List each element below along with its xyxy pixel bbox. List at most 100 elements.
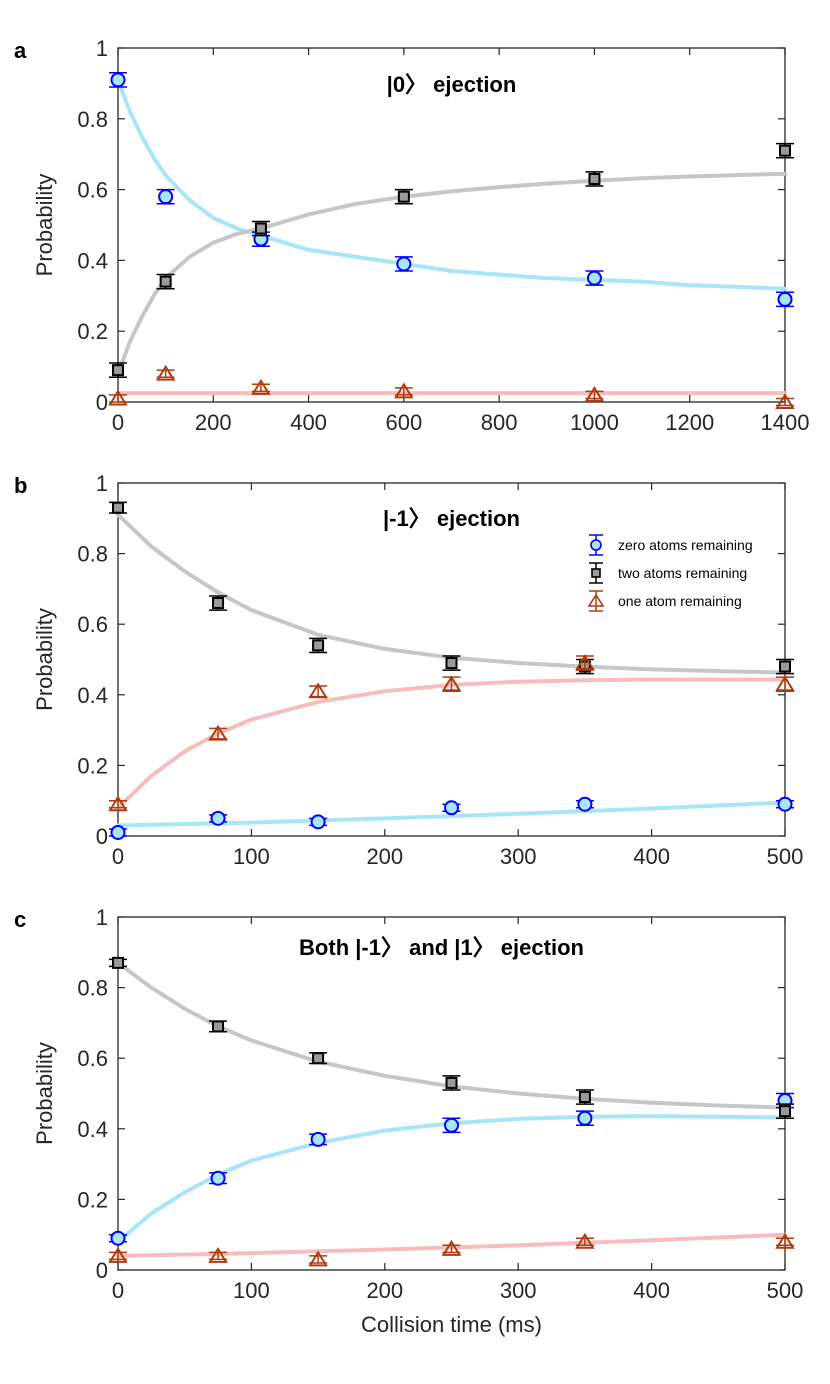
data-point bbox=[310, 1131, 326, 1147]
data-point bbox=[775, 393, 795, 409]
data-point bbox=[441, 675, 462, 692]
x-tick-label: 200 bbox=[366, 844, 403, 869]
y-tick-label: 0.2 bbox=[77, 753, 108, 778]
x-tick-label: 400 bbox=[290, 410, 327, 435]
data-point bbox=[577, 1110, 593, 1126]
x-tick-label: 800 bbox=[481, 410, 518, 435]
panel-c: 0 100 200 300 400 500 0 0.2 0.4 0.6 0.8 1 Probabilit… bbox=[14, 905, 803, 1337]
y-tick-label: 0 bbox=[96, 1258, 108, 1283]
fit-curve bbox=[116, 677, 787, 810]
data-point bbox=[779, 660, 791, 673]
fit-curve bbox=[116, 512, 787, 675]
x-tick-label: 400 bbox=[633, 1278, 670, 1303]
data-point bbox=[208, 724, 228, 741]
data-point bbox=[775, 675, 795, 692]
data-point bbox=[155, 364, 176, 381]
fit-curve bbox=[116, 960, 787, 1110]
data-point bbox=[159, 275, 172, 288]
y-tick-label: 0 bbox=[96, 390, 108, 415]
x-tick-label: 1400 bbox=[761, 410, 810, 435]
x-tick-label: 0 bbox=[112, 410, 124, 435]
y-axis-label: Probability bbox=[32, 1042, 57, 1145]
data-point bbox=[210, 810, 226, 826]
data-point bbox=[779, 144, 791, 157]
y-tick-label: 0.8 bbox=[77, 542, 108, 567]
data-point bbox=[575, 654, 595, 671]
data-point bbox=[445, 1076, 458, 1089]
data-point bbox=[775, 1232, 795, 1249]
y-tick-label: 0.4 bbox=[77, 683, 108, 708]
x-tick-label: 0 bbox=[112, 1278, 124, 1303]
data-point bbox=[444, 1117, 459, 1133]
panel-title: |-1〉 ejection bbox=[383, 506, 520, 531]
legend-label: two atoms remaining bbox=[618, 565, 747, 581]
data-point bbox=[112, 956, 124, 969]
data-point bbox=[584, 386, 605, 402]
x-tick-label: 100 bbox=[233, 844, 270, 869]
y-tick-label: 0.8 bbox=[77, 107, 108, 132]
y-tick-label: 0 bbox=[96, 824, 108, 849]
x-tick-label: 500 bbox=[767, 844, 804, 869]
data-point bbox=[394, 382, 414, 399]
panel-a: 0 200 400 600 800 1000 1200 1400 0 0.2 0.4 0.6 0.8 1 P… bbox=[14, 36, 809, 435]
data-point bbox=[588, 172, 601, 185]
data-point bbox=[586, 270, 602, 286]
y-tick-label: 0.6 bbox=[77, 612, 108, 637]
data-point bbox=[212, 1020, 225, 1033]
x-tick-label: 200 bbox=[195, 410, 232, 435]
panel-letter: c bbox=[14, 907, 26, 932]
x-tick-label: 100 bbox=[233, 1278, 270, 1303]
x-tick-label: 1000 bbox=[570, 410, 619, 435]
y-tick-label: 0.4 bbox=[77, 248, 108, 273]
fit-curve bbox=[116, 77, 787, 291]
legend-label: one atom remaining bbox=[618, 593, 742, 609]
y-tick-label: 1 bbox=[96, 471, 108, 496]
data-point bbox=[158, 189, 174, 205]
data-point bbox=[312, 639, 325, 652]
legend-marker bbox=[591, 568, 601, 578]
data-point bbox=[444, 800, 459, 816]
data-point bbox=[578, 1091, 591, 1104]
x-tick-label: 1200 bbox=[665, 410, 714, 435]
legend-marker bbox=[587, 593, 605, 607]
data-point bbox=[110, 824, 126, 840]
data-point bbox=[110, 1230, 126, 1246]
data-point bbox=[208, 1246, 228, 1263]
plot-frame bbox=[117, 47, 786, 403]
data-point bbox=[108, 389, 128, 406]
x-tick-label: 500 bbox=[767, 1278, 804, 1303]
fit-curve bbox=[116, 171, 787, 376]
data-point bbox=[254, 222, 267, 235]
plot-frame bbox=[117, 916, 786, 1271]
data-point bbox=[777, 291, 793, 307]
data-point bbox=[308, 1250, 328, 1267]
fit-curve bbox=[116, 1114, 787, 1244]
data-point bbox=[308, 682, 328, 699]
data-point bbox=[396, 256, 412, 272]
data-point bbox=[212, 597, 225, 610]
data-point bbox=[108, 1246, 128, 1263]
x-tick-label: 300 bbox=[500, 844, 537, 869]
x-tick-label: 0 bbox=[112, 844, 124, 869]
y-tick-label: 0.8 bbox=[77, 976, 108, 1001]
data-point bbox=[108, 795, 128, 812]
x-axis-label: Collision time (ms) bbox=[361, 1312, 542, 1337]
data-point bbox=[312, 1052, 325, 1065]
x-tick-label: 200 bbox=[366, 1278, 403, 1303]
x-tick-label: 400 bbox=[633, 844, 670, 869]
legend-marker bbox=[590, 539, 602, 551]
data-point bbox=[112, 501, 124, 514]
data-point bbox=[777, 796, 793, 812]
y-tick-label: 0.6 bbox=[77, 1046, 108, 1071]
data-point bbox=[110, 72, 126, 88]
panel-title: |0〉 ejection bbox=[387, 72, 517, 97]
panel-letter: b bbox=[14, 473, 27, 498]
data-point bbox=[397, 190, 410, 203]
fit-curve bbox=[116, 800, 787, 828]
data-point bbox=[310, 814, 326, 830]
y-tick-label: 1 bbox=[96, 36, 108, 61]
y-tick-label: 0.6 bbox=[77, 178, 108, 203]
panel-letter: a bbox=[14, 38, 27, 63]
data-point bbox=[577, 796, 593, 812]
